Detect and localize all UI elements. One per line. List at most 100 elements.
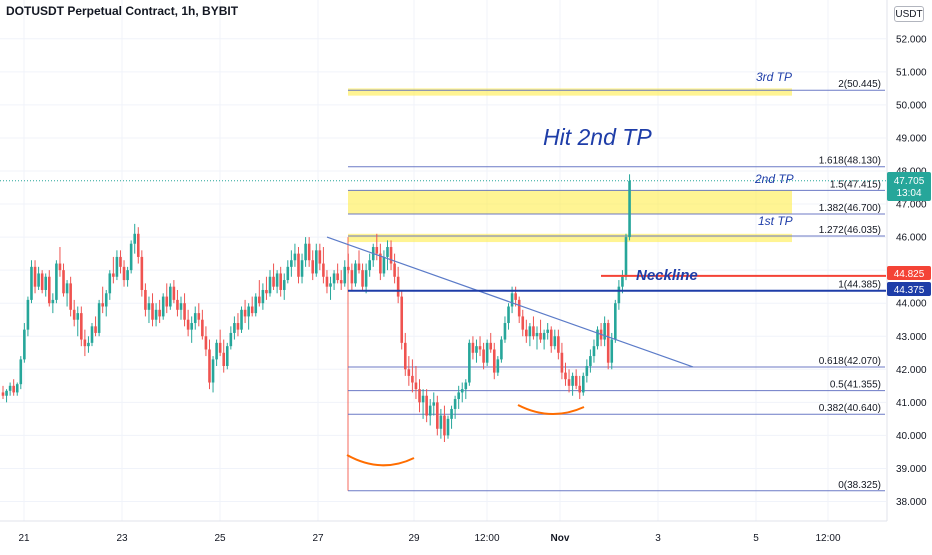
hit-2nd-tp-label: Hit 2nd TP bbox=[543, 124, 652, 150]
candle-body bbox=[161, 296, 165, 317]
candle-body bbox=[97, 303, 101, 333]
candle-body bbox=[521, 316, 525, 330]
candle-body bbox=[208, 349, 211, 383]
fib-level-label: 1.382(46.700) bbox=[819, 203, 881, 214]
candle-body bbox=[26, 299, 30, 330]
candle-body bbox=[514, 293, 517, 300]
candle-body bbox=[446, 418, 450, 436]
candle-body bbox=[286, 266, 290, 281]
candle-body bbox=[83, 339, 87, 347]
target-zone bbox=[348, 88, 792, 96]
candle-body bbox=[211, 359, 215, 383]
candle-body bbox=[617, 286, 621, 304]
time-tick-label: 3 bbox=[655, 533, 661, 544]
fib-level-label: 1.618(48.130) bbox=[819, 156, 881, 167]
candle-body bbox=[30, 266, 33, 300]
candle-body bbox=[443, 415, 446, 436]
candle-body bbox=[55, 263, 58, 300]
candle-body bbox=[621, 276, 624, 287]
price-tick-label: 39.000 bbox=[896, 464, 927, 475]
candle-body bbox=[517, 299, 521, 317]
time-tick-label: 5 bbox=[753, 533, 759, 544]
candle-body bbox=[578, 385, 582, 393]
candle-body bbox=[425, 395, 428, 416]
time-tick-label: 12:00 bbox=[815, 533, 840, 544]
candle-body bbox=[129, 243, 133, 271]
candle-body bbox=[453, 399, 457, 409]
candle-body bbox=[37, 273, 40, 287]
candle-body bbox=[332, 273, 336, 284]
candle-body bbox=[94, 326, 97, 333]
candle-body bbox=[354, 263, 357, 284]
candle-body bbox=[343, 266, 347, 284]
candle-body bbox=[243, 309, 247, 317]
candle-body bbox=[69, 283, 72, 310]
currency-badge[interactable]: USDT bbox=[894, 6, 924, 22]
candle-body bbox=[403, 342, 407, 370]
candle-body bbox=[282, 280, 286, 290]
candle-body bbox=[428, 405, 432, 416]
candle-body bbox=[172, 286, 176, 300]
candle-body bbox=[218, 342, 222, 353]
countdown-value: 13:04 bbox=[896, 188, 921, 199]
candle-body bbox=[179, 303, 183, 310]
candle-body bbox=[478, 346, 482, 350]
candle-body bbox=[300, 260, 304, 277]
candle-body bbox=[439, 415, 443, 429]
candle-body bbox=[549, 329, 553, 347]
candle-body bbox=[144, 289, 147, 310]
grid-lines bbox=[0, 0, 886, 521]
candle-body bbox=[553, 336, 557, 347]
candle-body bbox=[304, 243, 307, 261]
candle-body bbox=[368, 260, 371, 271]
candle-body bbox=[222, 352, 226, 366]
drawn-lines[interactable] bbox=[0, 180, 887, 467]
candle-body bbox=[567, 379, 571, 386]
candle-body bbox=[485, 342, 489, 363]
candle-body bbox=[318, 250, 322, 264]
fib-level-label: 0.5(41.355) bbox=[830, 380, 881, 391]
candle-body bbox=[19, 359, 23, 385]
candle-body bbox=[33, 266, 37, 287]
candle-body bbox=[546, 329, 549, 333]
candle-body bbox=[386, 247, 389, 257]
price-tick-label: 46.000 bbox=[896, 233, 927, 244]
fib-level-label: 2(50.445) bbox=[838, 79, 881, 90]
price-tick-label: 38.000 bbox=[896, 497, 927, 508]
fib-level-label: 1.5(47.415) bbox=[830, 179, 881, 190]
candle-body bbox=[201, 319, 204, 337]
fibonacci-levels[interactable]: 0(38.325) 0.382(40.640) 0.5(41.355) 0.618(4… bbox=[347, 79, 885, 492]
candle-body bbox=[122, 266, 126, 281]
chart-title: DOTUSDT Perpetual Contract, 1h, BYBIT bbox=[6, 4, 239, 18]
candle-body bbox=[407, 369, 411, 376]
level-price-tag bbox=[887, 282, 931, 296]
candle-body bbox=[432, 402, 436, 406]
candle-body bbox=[379, 253, 382, 274]
candle-body bbox=[468, 342, 471, 383]
target-zone bbox=[348, 190, 792, 214]
candle-body bbox=[628, 180, 631, 238]
candle-body bbox=[90, 326, 94, 343]
candle-body bbox=[574, 375, 578, 386]
candle-body bbox=[240, 309, 243, 330]
candle-body bbox=[482, 349, 485, 363]
price-tick-label: 47.000 bbox=[896, 200, 927, 211]
candle-body bbox=[396, 276, 400, 297]
candle-body bbox=[23, 329, 26, 360]
price-tick-label: 52.000 bbox=[896, 34, 927, 45]
candle-body bbox=[535, 332, 539, 337]
candle-body bbox=[250, 306, 254, 314]
candle-body bbox=[581, 375, 585, 393]
candle-body bbox=[532, 326, 535, 337]
price-tick-label: 42.000 bbox=[896, 365, 927, 376]
tp1-label: 1st TP bbox=[758, 214, 793, 228]
candle-body bbox=[603, 323, 606, 340]
candle-body bbox=[542, 332, 546, 340]
fib-level-label: 0(38.325) bbox=[838, 480, 881, 491]
candle-body bbox=[314, 250, 318, 274]
candle-body bbox=[215, 342, 218, 360]
candle-body bbox=[183, 303, 186, 320]
candle-body bbox=[375, 247, 379, 254]
candle-body bbox=[411, 375, 414, 383]
